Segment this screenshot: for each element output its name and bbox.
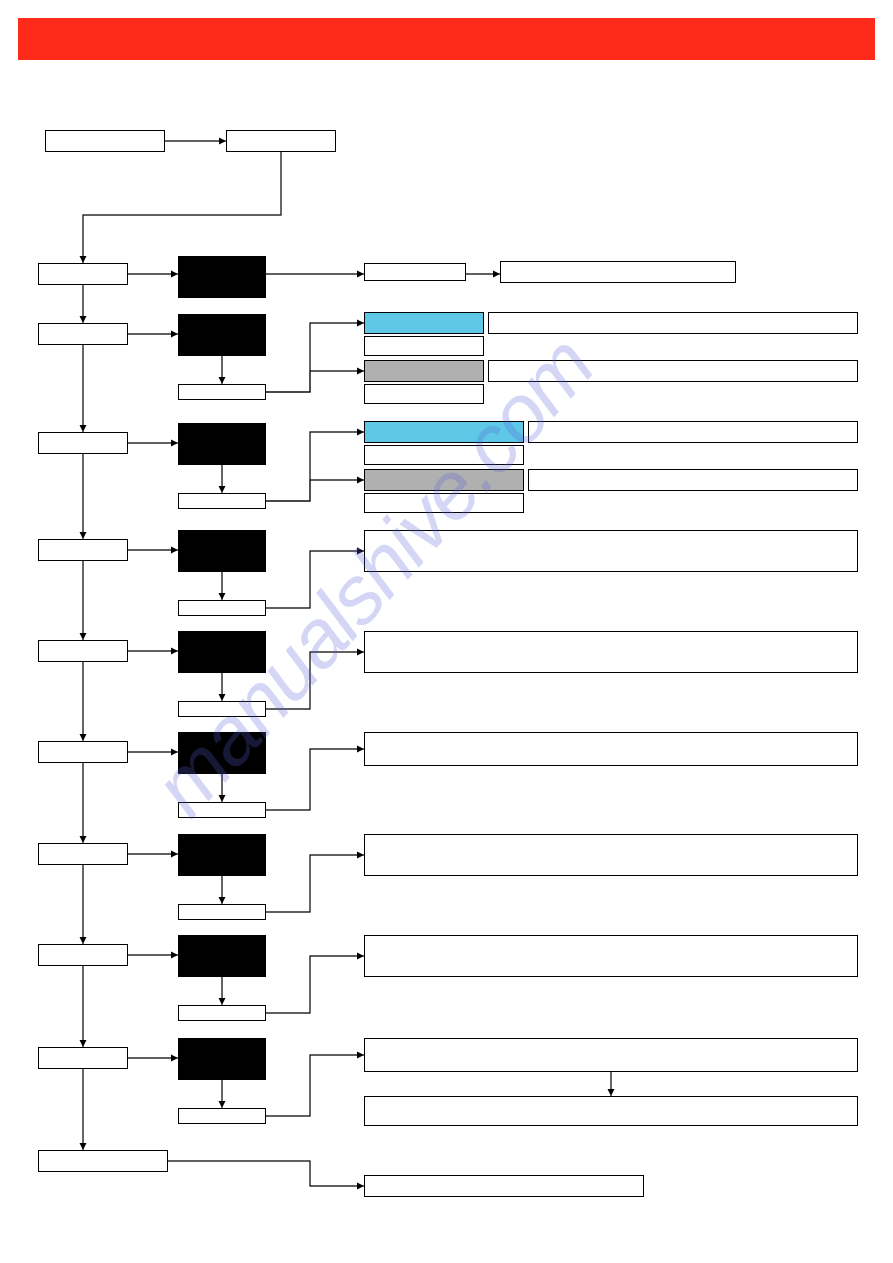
node-p6 [364, 732, 858, 766]
node-r10 [38, 1150, 168, 1172]
node-p9a [364, 1038, 858, 1072]
node-p5 [364, 631, 858, 673]
node-n3 [364, 263, 466, 281]
node-p2f [364, 384, 484, 404]
node-p3b [528, 421, 858, 443]
node-r8 [38, 944, 128, 966]
node-r7 [38, 843, 128, 865]
node-p2a [364, 312, 484, 334]
node-s8 [178, 1005, 266, 1021]
node-s3 [178, 493, 266, 509]
node-b4 [178, 530, 266, 572]
node-s9 [178, 1108, 266, 1124]
node-r2 [38, 323, 128, 345]
node-s4 [178, 600, 266, 616]
node-r5 [38, 640, 128, 662]
node-n1 [45, 130, 165, 152]
node-p8 [364, 935, 858, 977]
node-s7 [178, 904, 266, 920]
node-n2 [226, 130, 336, 152]
node-p2c [364, 336, 484, 356]
node-r3 [38, 432, 128, 454]
node-p9b [364, 1096, 858, 1126]
node-b1 [178, 256, 266, 298]
header-bar [18, 18, 875, 60]
node-p10 [364, 1175, 644, 1197]
node-p7 [364, 834, 858, 876]
node-n4 [500, 261, 736, 283]
node-p2d [364, 360, 484, 382]
node-b3 [178, 423, 266, 465]
node-b7 [178, 834, 266, 876]
node-r4 [38, 539, 128, 561]
node-s2 [178, 384, 266, 400]
node-p3e [528, 469, 858, 491]
node-b2 [178, 314, 266, 356]
node-b9 [178, 1038, 266, 1080]
node-r1 [38, 263, 128, 285]
node-r6 [38, 741, 128, 763]
node-b8 [178, 935, 266, 977]
node-r9 [38, 1047, 128, 1069]
